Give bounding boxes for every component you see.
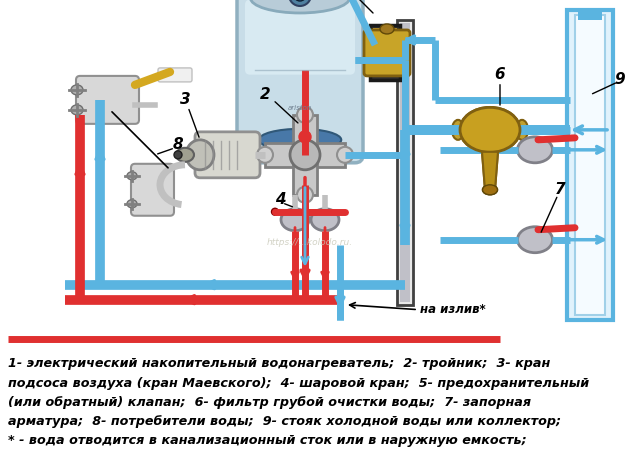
FancyBboxPatch shape [237,0,363,163]
FancyBboxPatch shape [131,164,174,216]
Text: * - вода отводится в канализационный сток или в наружную емкость;: * - вода отводится в канализационный сто… [8,434,527,447]
Bar [567,10,613,319]
FancyBboxPatch shape [76,76,139,124]
Bar [370,25,400,80]
Ellipse shape [127,172,137,180]
Ellipse shape [337,147,353,163]
Text: арматура;  8- потребители воды;  9- стояк холодной воды или коллектор;: арматура; 8- потребители воды; 9- стояк … [8,415,561,428]
Ellipse shape [460,107,520,152]
Ellipse shape [290,140,320,170]
Bar [373,28,397,77]
Ellipse shape [517,137,552,163]
Bar [400,23,410,301]
Ellipse shape [250,0,349,13]
Ellipse shape [380,24,394,34]
Ellipse shape [460,107,520,152]
Ellipse shape [452,120,464,140]
Ellipse shape [294,0,306,1]
Ellipse shape [299,131,311,143]
Bar [293,115,317,195]
Bar [397,20,413,305]
Ellipse shape [297,187,313,203]
Text: ariston: ariston [288,106,312,112]
Text: 8: 8 [172,137,183,152]
Text: 6: 6 [495,67,505,83]
Ellipse shape [174,151,182,159]
Polygon shape [482,152,498,190]
Bar [578,10,602,20]
Ellipse shape [271,208,278,215]
Bar [575,15,605,315]
Text: 2: 2 [260,88,270,102]
Text: подсоса воздуха (кран Маевского);  4- шаровой кран;  5- предохранительный: подсоса воздуха (кран Маевского); 4- шар… [8,377,589,390]
Ellipse shape [311,209,339,231]
Text: 3: 3 [179,92,190,107]
Ellipse shape [482,185,498,195]
Ellipse shape [482,185,498,195]
Bar [265,143,345,167]
FancyBboxPatch shape [195,132,260,178]
Ellipse shape [257,147,273,163]
Ellipse shape [517,227,552,253]
Ellipse shape [281,209,309,231]
Ellipse shape [71,85,83,95]
Text: на излив*: на излив* [420,303,486,316]
Text: https://...kolodo.ru.: https://...kolodo.ru. [267,238,353,247]
Ellipse shape [516,120,528,140]
Polygon shape [482,152,498,190]
Ellipse shape [297,107,313,123]
Text: 4: 4 [275,192,285,207]
Ellipse shape [176,148,194,162]
Ellipse shape [289,0,311,6]
Ellipse shape [127,200,137,208]
Text: 9: 9 [615,72,625,88]
Text: 7: 7 [555,182,566,197]
Text: (или обратный) клапан;  6- фильтр грубой очистки воды;  7- запорная: (или обратный) клапан; 6- фильтр грубой … [8,396,531,409]
FancyBboxPatch shape [158,68,192,82]
Ellipse shape [71,105,83,115]
Text: 1- электрический накопительный водонагреватель;  2- тройник;  3- кран: 1- электрический накопительный водонагре… [8,357,550,370]
FancyBboxPatch shape [245,0,355,75]
Ellipse shape [259,129,341,151]
Ellipse shape [186,140,214,170]
Ellipse shape [302,208,309,215]
FancyBboxPatch shape [364,30,410,76]
